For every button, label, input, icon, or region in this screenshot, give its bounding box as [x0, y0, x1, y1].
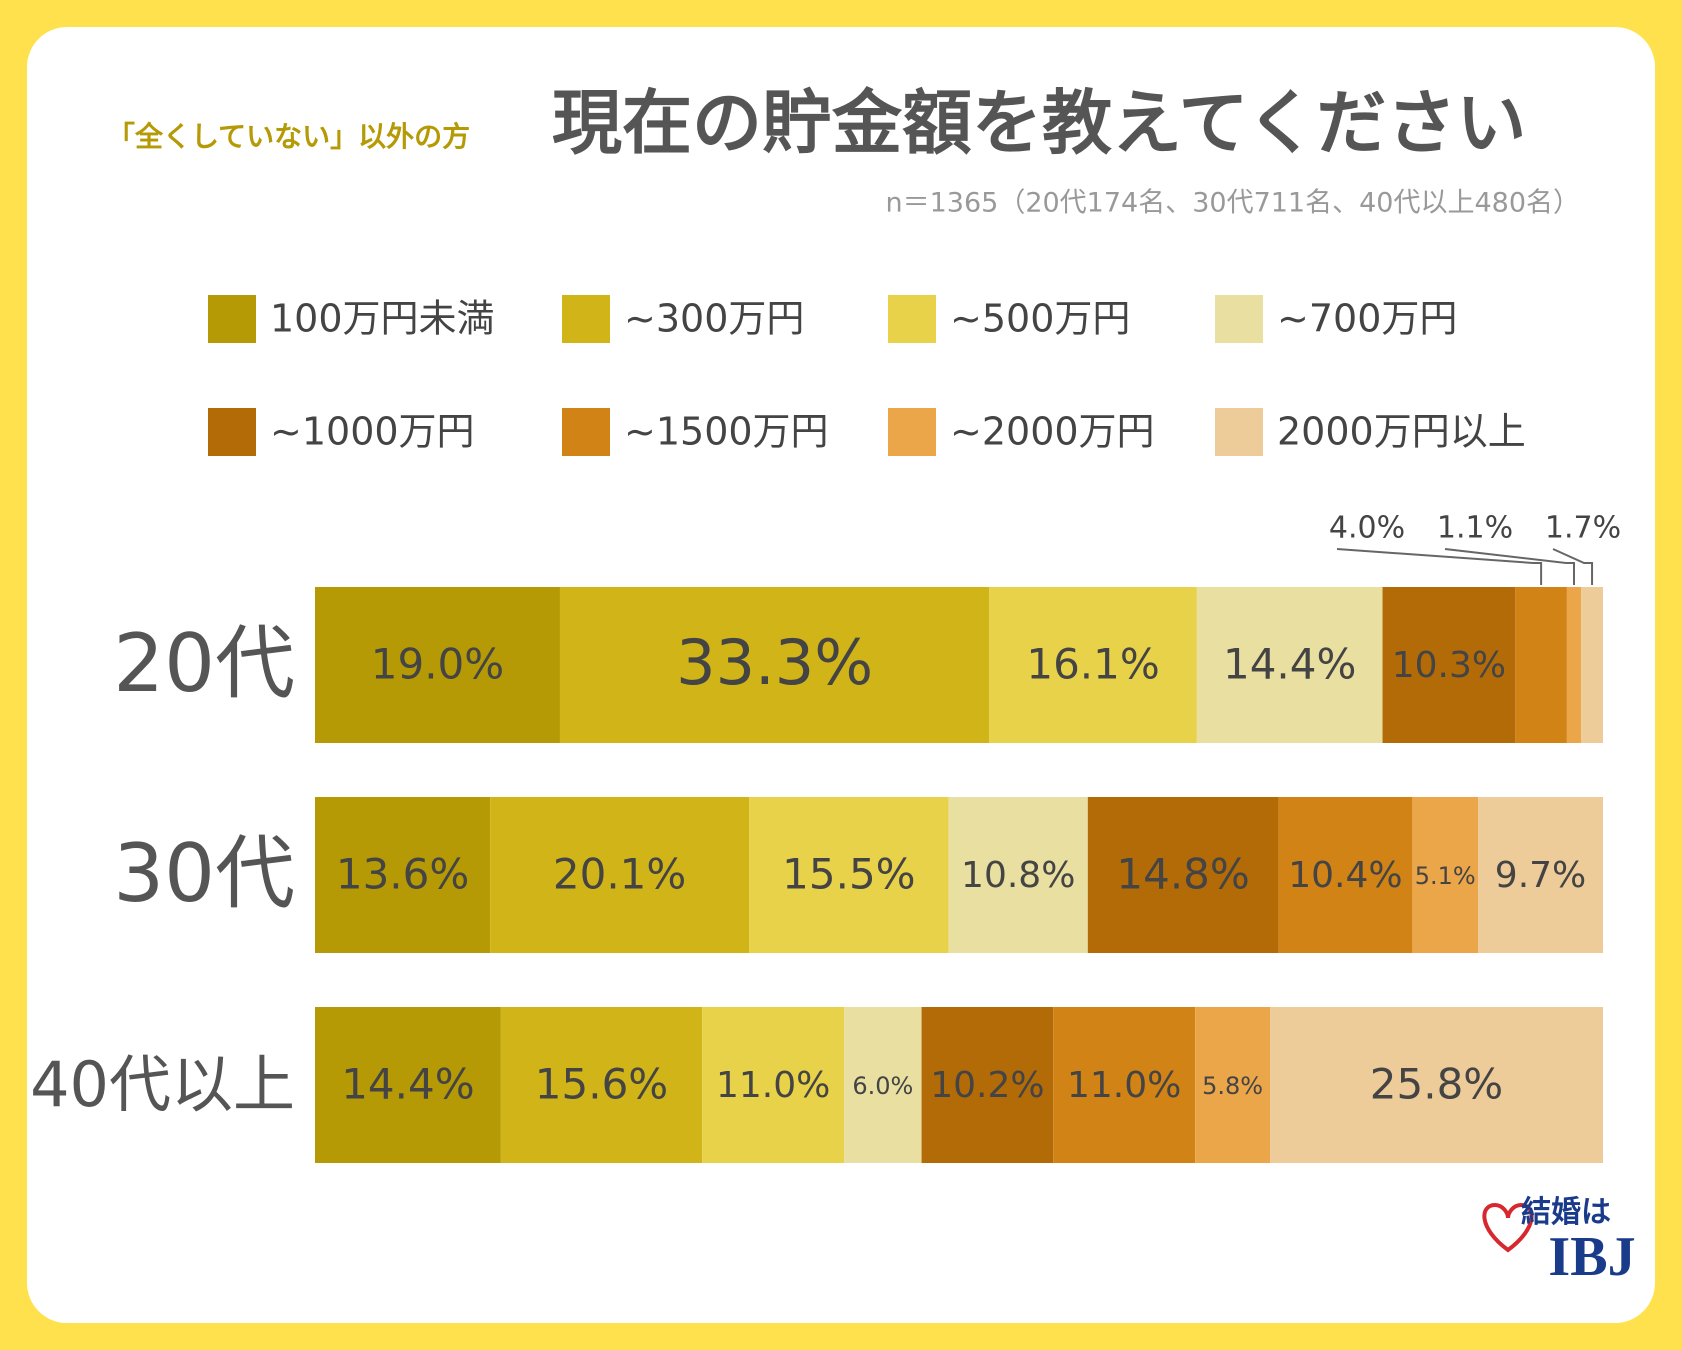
logo-brand: IBJ — [1548, 1226, 1635, 1288]
y-tick-label: 20代 — [113, 617, 295, 710]
value-label: 10.2% — [930, 1065, 1044, 1106]
bar-segment — [948, 797, 1088, 953]
value-label: 10.8% — [961, 855, 1075, 896]
legend-label: ~1500万円 — [624, 410, 829, 454]
bar-segment — [1270, 1007, 1603, 1163]
legend-label: ~300万円 — [624, 297, 804, 341]
leader-line — [1336, 548, 1543, 585]
value-label: 1.1% — [1437, 511, 1513, 546]
bar-segment — [1581, 587, 1603, 743]
chart-title: 現在の貯金額を教えてください — [552, 82, 1526, 164]
value-label: 11.0% — [1067, 1065, 1181, 1106]
bar-segment — [749, 797, 949, 953]
value-label: 14.8% — [1116, 850, 1249, 899]
value-label: 9.7% — [1495, 855, 1586, 896]
chart-subtitle: n＝1365（20代174名、30代711名、40代以上480名） — [886, 188, 1581, 219]
bar-segment — [1195, 1007, 1271, 1163]
legend-swatch — [1215, 295, 1263, 343]
value-label: 5.8% — [1202, 1072, 1263, 1100]
legend-swatch — [562, 408, 610, 456]
bar-segment — [490, 797, 750, 953]
bar-segment — [702, 1007, 845, 1163]
legend-label: 100万円未満 — [270, 297, 495, 341]
bar-segment — [315, 1007, 501, 1163]
legend-swatch — [888, 295, 936, 343]
bar-segment — [1412, 797, 1479, 953]
legend-swatch — [888, 408, 936, 456]
legend-label: ~1000万円 — [270, 410, 475, 454]
bar-segment — [315, 797, 491, 953]
leader-line — [1552, 548, 1594, 585]
legend-swatch — [1215, 408, 1263, 456]
bar-segment — [1515, 587, 1567, 743]
value-label: 10.3% — [1392, 645, 1506, 686]
bar-segment — [1278, 797, 1413, 953]
value-label: 11.0% — [716, 1065, 830, 1106]
value-label: 10.4% — [1288, 855, 1402, 896]
legend-label: ~500万円 — [950, 297, 1130, 341]
value-label: 14.4% — [341, 1060, 474, 1109]
value-label: 1.7% — [1545, 511, 1621, 546]
legend-label: ~2000万円 — [950, 410, 1155, 454]
bar-segment — [989, 587, 1197, 743]
value-label: 16.1% — [1026, 640, 1159, 689]
legend-swatch — [208, 295, 256, 343]
y-tick-label: 40代以上 — [30, 1048, 295, 1121]
y-tick-label: 30代 — [113, 827, 295, 920]
bar-segment — [1053, 1007, 1196, 1163]
chart-prefix: 「全くしていない」以外の方 — [107, 120, 470, 153]
leader-line — [1444, 548, 1575, 585]
legend-swatch — [208, 408, 256, 456]
bar-segment — [315, 587, 560, 743]
legend-label: ~700万円 — [1277, 297, 1457, 341]
value-label: 15.6% — [535, 1060, 668, 1109]
bar-segment — [500, 1007, 703, 1163]
value-label: 14.4% — [1223, 640, 1356, 689]
logo-heart — [1482, 1202, 1534, 1253]
bar-segment — [1478, 797, 1603, 953]
bar-segment — [559, 587, 990, 743]
bar-segment — [844, 1007, 922, 1163]
bar-segment — [1566, 587, 1582, 743]
bar-segment — [1196, 587, 1383, 743]
value-label: 19.0% — [371, 640, 504, 689]
value-label: 25.8% — [1370, 1060, 1503, 1109]
logo-tagline: 結婚は — [1521, 1195, 1611, 1230]
bar-segment — [1382, 587, 1516, 743]
value-label: 15.5% — [782, 850, 915, 899]
value-label: 20.1% — [553, 850, 686, 899]
value-label: 6.0% — [852, 1072, 913, 1100]
legend-swatch — [562, 295, 610, 343]
bar-segment — [921, 1007, 1054, 1163]
value-label: 5.1% — [1415, 862, 1476, 890]
value-label: 4.0% — [1329, 511, 1405, 546]
legend-label: 2000万円以上 — [1277, 410, 1526, 454]
value-label: 33.3% — [676, 626, 873, 699]
bar-segment — [1087, 797, 1279, 953]
value-label: 13.6% — [336, 850, 469, 899]
